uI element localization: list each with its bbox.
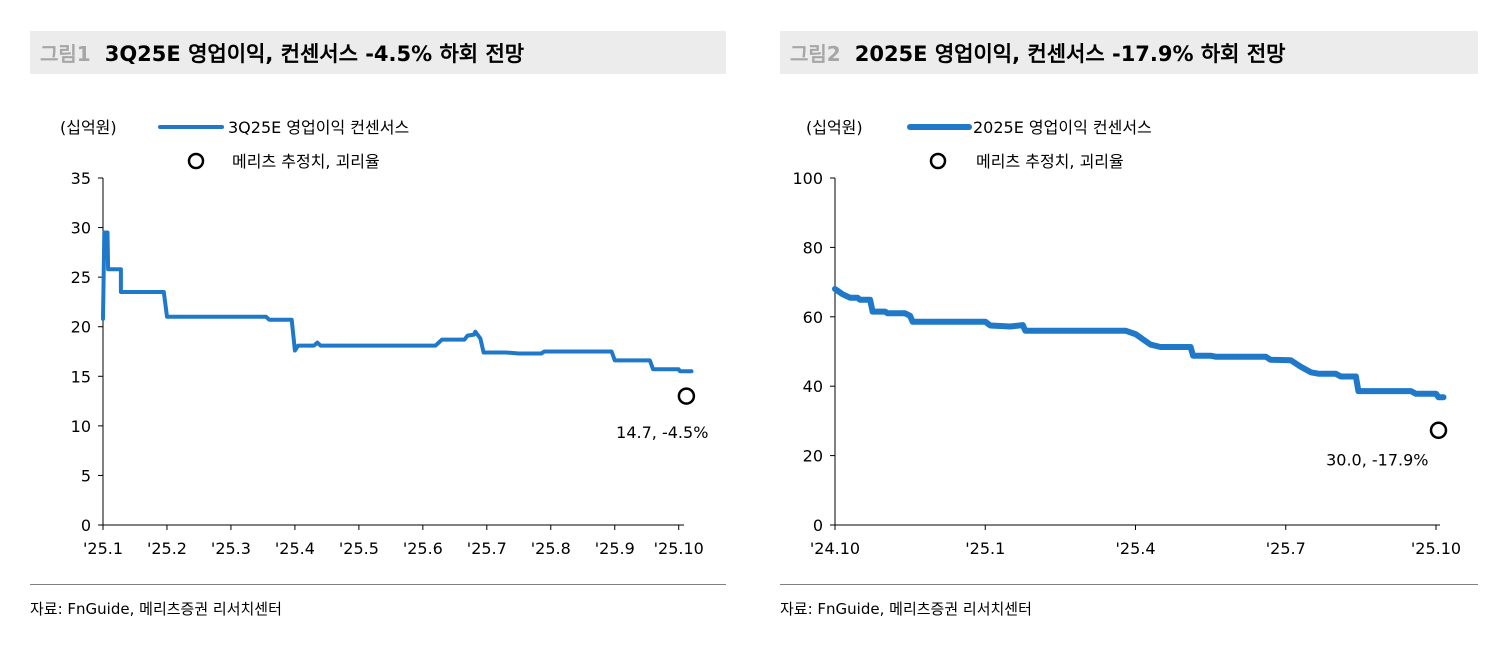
unit-label: (십억원) — [60, 118, 117, 137]
y-tick-label: 15 — [71, 367, 91, 386]
y-tick-label: 20 — [803, 447, 823, 466]
x-tick-label: '25.5 — [339, 539, 379, 558]
figure-1-source: 자료: FnGuide, 메리츠증권 리서치센터 — [30, 600, 282, 618]
x-tick-label: '25.2 — [147, 539, 187, 558]
legend-series-label: 2025E 영업이익 컨센서스 — [973, 118, 1152, 137]
x-tick-label: '25.4 — [1115, 539, 1155, 558]
estimate-marker — [1429, 421, 1448, 440]
x-tick-label: '25.7 — [1266, 539, 1306, 558]
y-tick-label: 5 — [81, 466, 91, 485]
y-tick-label: 100 — [792, 169, 823, 188]
x-tick-label: '24.10 — [810, 539, 860, 558]
figure-2-source: 자료: FnGuide, 메리츠증권 리서치센터 — [780, 600, 1032, 618]
legend-marker-label: 메리츠 추정치, 괴리율 — [232, 152, 380, 171]
unit-label: (십억원) — [806, 118, 863, 137]
x-tick-label: '25.4 — [275, 539, 315, 558]
x-tick-label: '25.8 — [531, 539, 571, 558]
y-tick-label: 20 — [71, 318, 91, 337]
x-tick-label: '25.9 — [595, 539, 635, 558]
y-tick-label: 40 — [803, 377, 823, 396]
x-tick-label: '25.6 — [403, 539, 443, 558]
figure-1-title: 3Q25E 영업이익, 컨센서스 -4.5% 하회 전망 — [104, 41, 525, 66]
y-tick-label: 25 — [71, 268, 91, 287]
estimate-data-label: 14.7, -4.5% — [616, 423, 708, 442]
consensus-series-line — [101, 230, 694, 374]
legend-marker-label: 메리츠 추정치, 괴리율 — [976, 152, 1124, 171]
y-tick-label: 0 — [813, 516, 823, 535]
figure-1-label: 그림1 — [40, 42, 91, 66]
y-tick-label: 10 — [71, 417, 91, 436]
y-tick-label: 30 — [71, 219, 91, 238]
y-tick-label: 60 — [803, 308, 823, 327]
x-tick-label: '25.10 — [654, 539, 704, 558]
x-tick-label: '25.1 — [83, 539, 123, 558]
x-tick-label: '25.10 — [1411, 539, 1461, 558]
legend-marker-icon — [929, 152, 947, 170]
estimate-data-label: 30.0, -17.9% — [1326, 450, 1428, 469]
x-tick-label: '25.1 — [965, 539, 1005, 558]
figure-2-label: 그림2 — [790, 42, 841, 66]
figure-2-title-bar: 그림2 2025E 영업이익, 컨센서스 -17.9% 하회 전망 — [780, 31, 1478, 74]
y-tick-label: 0 — [81, 516, 91, 535]
figure-1-divider — [30, 584, 726, 585]
x-tick-label: '25.7 — [467, 539, 507, 558]
y-tick-label: 80 — [803, 238, 823, 257]
legend-series-label: 3Q25E 영업이익 컨센서스 — [228, 118, 409, 137]
estimate-marker — [677, 387, 696, 405]
y-tick-label: 35 — [71, 169, 91, 188]
legend-marker-icon — [187, 152, 205, 170]
x-tick-label: '25.3 — [211, 539, 251, 558]
figure-1-title-bar: 그림1 3Q25E 영업이익, 컨센서스 -4.5% 하회 전망 — [30, 31, 726, 74]
figure-2-title: 2025E 영업이익, 컨센서스 -17.9% 하회 전망 — [854, 41, 1286, 66]
consensus-series-line — [832, 286, 1447, 401]
figure-2-divider — [780, 584, 1478, 585]
